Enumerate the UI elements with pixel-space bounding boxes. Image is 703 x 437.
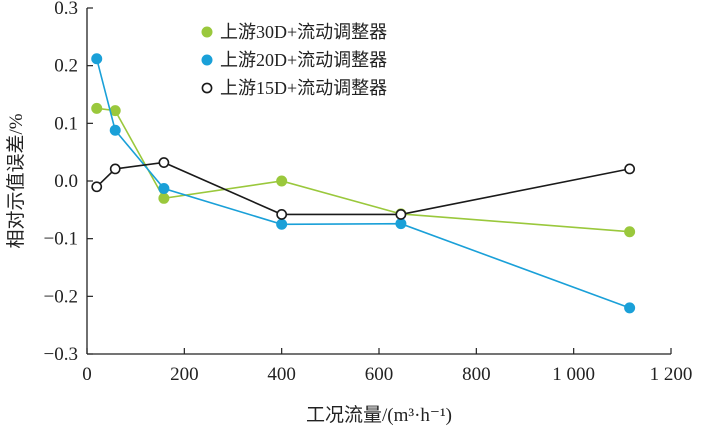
data-point (91, 102, 103, 114)
data-point (109, 124, 121, 136)
y-axis-label: 相对示值误差/% (5, 113, 27, 248)
data-point (624, 302, 636, 314)
y-tick-label: −0.3 (44, 344, 78, 365)
data-point (158, 182, 170, 194)
x-tick-label: 1 000 (552, 364, 595, 385)
data-point (158, 192, 170, 204)
legend-label: 上游20D+流动调整器 (220, 50, 387, 70)
legend-label: 上游15D+流动调整器 (220, 78, 387, 98)
x-tick-label: 600 (365, 364, 394, 385)
data-point (624, 163, 636, 175)
y-tick-label: 0.2 (54, 56, 78, 77)
data-point (276, 175, 288, 187)
data-point (276, 209, 288, 220)
series-2 (91, 53, 636, 314)
data-point (395, 209, 407, 220)
legend-marker (201, 82, 213, 94)
x-axis-label: 工况流量/(m³·h⁻¹) (306, 404, 452, 426)
data-point (91, 53, 103, 65)
series-line (95, 58, 630, 309)
data-point (158, 157, 170, 168)
legend-label: 上游30D+流动调整器 (220, 22, 387, 42)
legend-marker (201, 54, 213, 66)
y-tick-label: 0.3 (54, 0, 78, 19)
data-point (276, 218, 288, 230)
data-point (91, 181, 103, 193)
x-tick-label: 800 (462, 364, 491, 385)
x-axis-ticks: 0 200 400 600 800 1 000 1 200 (82, 348, 692, 385)
data-point (109, 163, 121, 175)
y-axis-ticks: 0.3 0.2 0.1 0.0 −0.1 −0.2 −0.3 (44, 0, 93, 365)
series-line (96, 107, 630, 233)
x-tick-label: 0 (82, 364, 92, 385)
y-tick-label: 0.1 (54, 113, 78, 134)
y-tick-label: 0.0 (54, 171, 78, 192)
series-3 (91, 157, 636, 220)
data-point (624, 226, 636, 238)
x-tick-label: 1 200 (650, 364, 693, 385)
x-tick-label: 400 (267, 364, 296, 385)
data-point (395, 218, 407, 230)
series-layer (91, 53, 636, 314)
series-line (96, 161, 630, 216)
y-tick-label: −0.2 (44, 286, 78, 307)
x-tick-label: 200 (170, 364, 199, 385)
series-1 (91, 102, 636, 238)
y-tick-label: −0.1 (44, 229, 78, 250)
legend-marker (201, 26, 213, 38)
